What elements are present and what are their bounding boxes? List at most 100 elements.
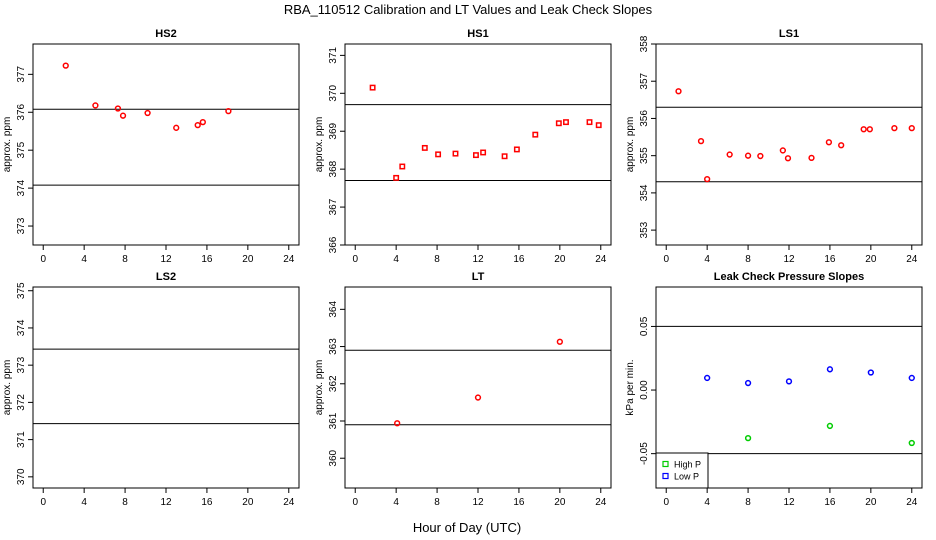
x-tick-label: 16	[824, 254, 836, 265]
y-tick-label: 364	[328, 301, 339, 318]
x-tick-label: 8	[745, 254, 751, 265]
y-tick-label: 371	[16, 431, 27, 448]
x-axis-label: Hour of Day (UTC)	[413, 520, 521, 535]
data-point	[704, 175, 711, 183]
y-tick-label: 354	[639, 184, 650, 201]
figure-title: RBA_110512 Calibration and LT Values and…	[284, 2, 653, 17]
x-tick-label: 8	[434, 254, 440, 265]
y-tick-label: 373	[16, 217, 27, 234]
x-tick-label: 4	[81, 497, 87, 508]
data-point	[473, 152, 479, 159]
data-point	[452, 150, 459, 157]
data-point	[784, 155, 792, 162]
x-tick-label: 24	[283, 497, 295, 508]
data-point	[726, 151, 733, 158]
data-point	[144, 109, 151, 117]
y-tick-label: 375	[16, 282, 27, 299]
panel-title: Leak Check Pressure Slopes	[714, 271, 864, 283]
panel-3: LS1 approx. ppm 0 4 8 12 16 20 24 353 354 355 356 357…	[625, 28, 923, 265]
data-point	[480, 149, 487, 156]
y-tick-label: 374	[16, 179, 27, 196]
data-point	[860, 126, 867, 133]
legend-label: Low P	[674, 472, 699, 482]
data-point	[826, 366, 834, 373]
panel-1: HS2 approx. ppm 0 4 8 12 16 20 24 373 374 375 376 377	[2, 28, 300, 265]
data-point	[779, 147, 787, 154]
data-point	[675, 88, 682, 95]
plot-frame	[32, 286, 300, 489]
plot-frame	[655, 43, 923, 246]
x-tick-label: 8	[122, 497, 128, 508]
data-point	[62, 62, 69, 69]
data-point	[173, 124, 180, 131]
data-point	[744, 434, 752, 442]
plot-frame	[32, 43, 300, 246]
y-tick-label: 367	[328, 198, 339, 215]
x-tick-label: 20	[554, 254, 566, 265]
legend-box	[655, 452, 709, 489]
x-tick-label: 0	[352, 497, 358, 508]
x-tick-label: 20	[242, 254, 254, 265]
panel-2: HS1 approx. ppm 0 4 8 12 16 20 24 366 367 368 369 370…	[314, 28, 612, 265]
x-tick-label: 0	[40, 497, 46, 508]
y-tick-label: 357	[639, 72, 650, 89]
x-tick-label: 4	[393, 497, 399, 508]
panel-title: LS2	[156, 271, 176, 283]
data-point	[826, 422, 834, 430]
y-tick-label: 0.05	[639, 316, 650, 336]
y-tick-label: 374	[16, 319, 27, 336]
y-tick-label: 377	[16, 66, 27, 83]
data-point	[421, 144, 428, 151]
y-axis-label: approx. ppm	[625, 117, 636, 173]
data-point	[92, 102, 99, 109]
data-point	[867, 369, 874, 376]
data-point	[225, 107, 232, 115]
data-point	[704, 374, 711, 382]
legend-marker	[662, 460, 669, 468]
y-tick-label: 360	[328, 449, 339, 466]
data-point	[369, 84, 376, 91]
panel-5: LT approx. ppm 0 4 8 12 16 20 24 360 361 362 363 364	[314, 271, 612, 508]
data-point	[563, 119, 569, 126]
y-tick-label: 362	[328, 375, 339, 392]
data-point	[838, 142, 845, 149]
legend: High P Low P	[655, 452, 709, 489]
x-tick-label: 16	[201, 497, 213, 508]
x-tick-label: 16	[824, 497, 836, 508]
x-tick-label: 24	[283, 254, 295, 265]
x-tick-label: 24	[906, 254, 918, 265]
y-tick-label: 356	[639, 110, 650, 127]
y-axis-label: kPa per min.	[625, 359, 636, 415]
x-tick-label: 24	[595, 497, 607, 508]
x-tick-label: 0	[663, 497, 669, 508]
y-tick-label: 376	[16, 103, 27, 120]
y-tick-label: 363	[328, 338, 339, 355]
data-point	[744, 379, 752, 387]
data-point	[586, 119, 593, 126]
data-point	[394, 420, 401, 427]
panel-6: Leak Check Pressure Slopes kPa per min. 0 4…	[625, 271, 923, 508]
y-tick-label: 368	[328, 160, 339, 177]
x-tick-label: 4	[704, 497, 710, 508]
x-tick-label: 16	[513, 497, 525, 508]
legend-label: High P	[674, 460, 701, 470]
panel-title: LT	[472, 271, 485, 283]
data-point	[114, 105, 122, 112]
y-tick-label: 358	[639, 35, 650, 52]
data-point	[555, 120, 562, 127]
x-tick-label: 16	[513, 254, 525, 265]
plot-frame	[344, 286, 612, 489]
y-tick-label: 370	[16, 468, 27, 485]
y-tick-label: 372	[16, 394, 27, 411]
y-tick-label: 361	[328, 412, 339, 429]
x-tick-label: 12	[783, 254, 795, 265]
x-tick-label: 20	[865, 497, 877, 508]
data-point	[513, 146, 520, 153]
data-point	[744, 152, 752, 159]
x-tick-label: 24	[906, 497, 918, 508]
x-tick-label: 4	[81, 254, 87, 265]
y-tick-label: -0.05	[639, 442, 650, 465]
y-axis-label: approx. ppm	[314, 117, 325, 173]
y-axis-label: approx. ppm	[2, 360, 13, 416]
